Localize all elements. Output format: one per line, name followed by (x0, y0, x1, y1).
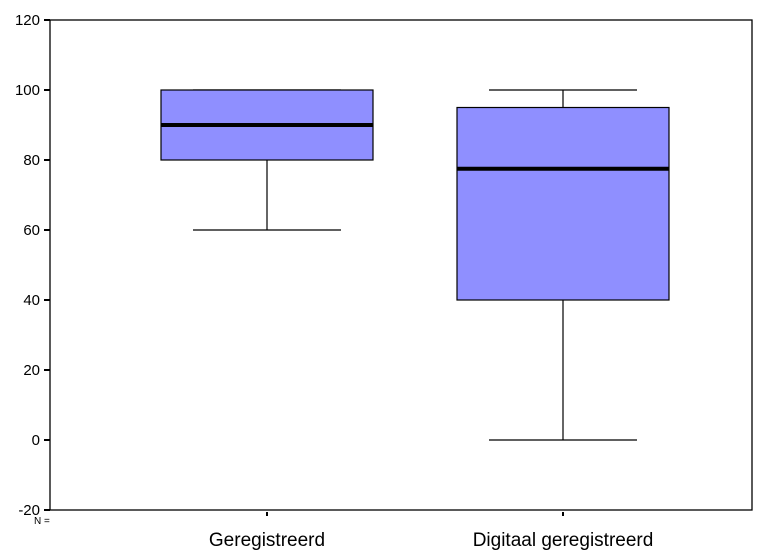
y-axis: -20 0 20 40 60 80 100 120 (15, 12, 50, 519)
box-group (456, 89, 670, 441)
y-tick-label: 60 (23, 222, 40, 239)
y-tick-label: 80 (23, 152, 40, 169)
y-tick-label: -20 (18, 502, 40, 519)
plot-border (49, 19, 753, 511)
n-label: N = (34, 516, 50, 527)
y-tick-label: 120 (15, 12, 40, 29)
x-axis: Geregistreerd Digitaal geregistreerd N = (34, 512, 653, 551)
box-iqr (456, 106, 670, 301)
y-tick-label: 20 (23, 362, 40, 379)
x-category-label: Geregistreerd (209, 530, 325, 551)
plot-frame (49, 19, 753, 511)
y-tick-label: 100 (15, 82, 40, 99)
y-tick-label: 0 (32, 432, 40, 449)
box-group (160, 89, 374, 231)
x-category-label: Digitaal geregistreerd (473, 530, 654, 551)
y-tick-label: 40 (23, 292, 40, 309)
boxes (160, 89, 670, 441)
